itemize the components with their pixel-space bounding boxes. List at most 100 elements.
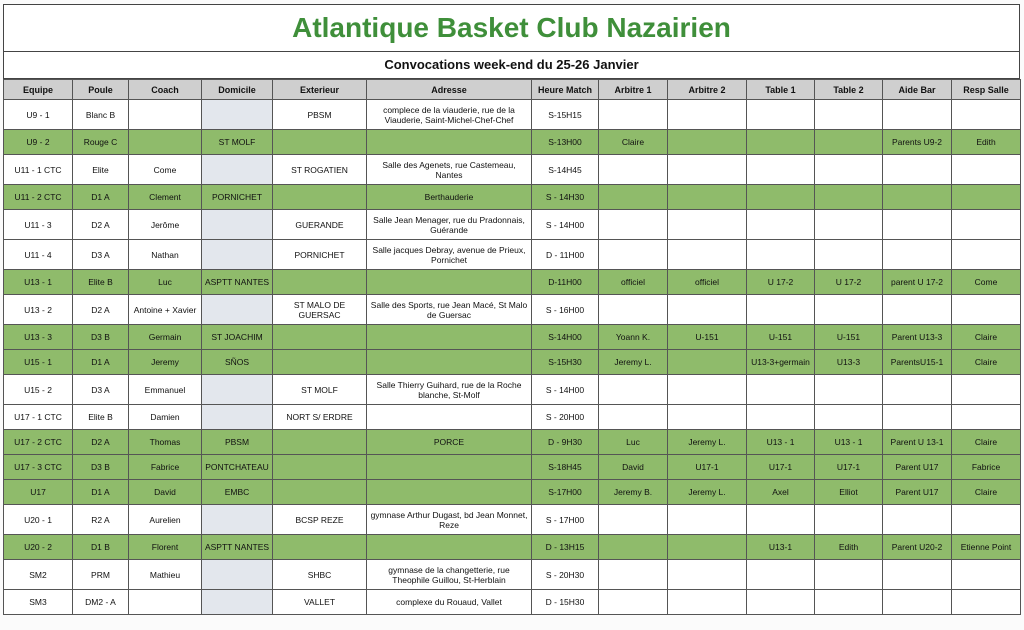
- table-cell: Axel: [746, 479, 815, 505]
- table-row: U17 - 1 CTC Elite B Damien NORT S/ ERDRE S -…: [3, 404, 1021, 430]
- empty-cell: [746, 99, 815, 130]
- empty-cell: [746, 239, 815, 270]
- table-cell: Thomas: [128, 429, 202, 455]
- table-cell: ST ROGATIEN: [272, 154, 367, 185]
- table-cell: Antoine + Xavier: [128, 294, 202, 325]
- empty-cell: [201, 589, 273, 615]
- empty-cell: [598, 534, 668, 560]
- table-cell: S - 14H00: [531, 209, 599, 240]
- table-cell: complexe du Rouaud, Vallet: [366, 589, 532, 615]
- table-row: U15 - 2 D3 A Emmanuel ST MOLF Salle Thierry …: [3, 374, 1021, 405]
- table-cell: Claire: [951, 349, 1021, 375]
- table-cell: Parent U13-3: [882, 324, 952, 350]
- convocation-table: Equipe Poule Coach Domicile Exterieur Adresse…: [3, 79, 1021, 615]
- empty-cell: [746, 129, 815, 155]
- table-cell: Jeremy: [128, 349, 202, 375]
- table-cell: U11 - 4: [3, 239, 73, 270]
- column-header: Aide Bar: [882, 79, 952, 100]
- table-cell: PORNICHET: [201, 184, 273, 210]
- table-row: U17 - 2 CTC D2 A Thomas PBSM PORCE D - 9H30 Lu…: [3, 429, 1021, 455]
- table-cell: ASPTT NANTES: [201, 269, 273, 295]
- empty-cell: [746, 294, 815, 325]
- table-cell: Jeremy B.: [598, 479, 668, 505]
- table-cell: PORCE: [366, 429, 532, 455]
- table-cell: S - 14H30: [531, 184, 599, 210]
- column-header: Equipe: [3, 79, 73, 100]
- empty-cell: [366, 129, 532, 155]
- empty-cell: [272, 429, 367, 455]
- empty-cell: [128, 589, 202, 615]
- empty-cell: [272, 269, 367, 295]
- empty-cell: [667, 504, 747, 535]
- table-row: U20 - 2 D1 B Florent ASPTT NANTES D - 13H15 U…: [3, 534, 1021, 560]
- table-cell: Parent U17: [882, 454, 952, 480]
- table-row: U11 - 4 D3 A Nathan PORNICHET Salle jacques …: [3, 239, 1021, 270]
- table-cell: ASPTT NANTES: [201, 534, 273, 560]
- empty-cell: [951, 294, 1021, 325]
- table-cell: S - 17H00: [531, 504, 599, 535]
- table-cell: Berthauderie: [366, 184, 532, 210]
- empty-cell: [667, 294, 747, 325]
- empty-cell: [366, 269, 532, 295]
- table-cell: DM2 - A: [72, 589, 129, 615]
- column-header: Arbitre 1: [598, 79, 668, 100]
- empty-cell: [951, 239, 1021, 270]
- table-cell: Elliot: [814, 479, 883, 505]
- empty-cell: [746, 154, 815, 185]
- table-cell: Etienne Point: [951, 534, 1021, 560]
- table-cell: U13 - 2: [3, 294, 73, 325]
- table-cell: U13 - 3: [3, 324, 73, 350]
- table-cell: Florent: [128, 534, 202, 560]
- table-cell: S-15H15: [531, 99, 599, 130]
- empty-cell: [272, 184, 367, 210]
- empty-cell: [882, 504, 952, 535]
- table-cell: S - 14H00: [531, 374, 599, 405]
- table-cell: U17 - 1 CTC: [3, 404, 73, 430]
- empty-cell: [598, 154, 668, 185]
- table-row: SM2 PRM Mathieu SHBC gymnase de la changette…: [3, 559, 1021, 590]
- table-cell: D3 A: [72, 239, 129, 270]
- table-cell: Jerôme: [128, 209, 202, 240]
- empty-cell: [951, 99, 1021, 130]
- column-header: Table 1: [746, 79, 815, 100]
- empty-cell: [746, 374, 815, 405]
- empty-cell: [951, 374, 1021, 405]
- table-row: U9 - 1 Blanc B PBSM complece de la viauderi…: [3, 99, 1021, 130]
- table-cell: Come: [951, 269, 1021, 295]
- sheet: Atlantique Basket Club Nazairien Convoca…: [3, 4, 1021, 615]
- empty-cell: [667, 239, 747, 270]
- table-cell: officiel: [598, 269, 668, 295]
- table-cell: SM2: [3, 559, 73, 590]
- table-row: U17 - 3 CTC D3 B Fabrice PONTCHATEAU S-18H45…: [3, 454, 1021, 480]
- empty-cell: [882, 589, 952, 615]
- table-row: U17 D1 A David EMBC S-17H00 Jeremy B. Jeremy L…: [3, 479, 1021, 505]
- empty-cell: [814, 559, 883, 590]
- table-cell: Parent U 13-1: [882, 429, 952, 455]
- table-row: U13 - 3 D3 B Germain ST JOACHIM S-14H00 Yoann…: [3, 324, 1021, 350]
- table-cell: David: [128, 479, 202, 505]
- table-cell: Edith: [814, 534, 883, 560]
- table-cell: Emmanuel: [128, 374, 202, 405]
- table-cell: ParentsU15-1: [882, 349, 952, 375]
- table-cell: ST JOACHIM: [201, 324, 273, 350]
- empty-cell: [366, 479, 532, 505]
- empty-cell: [951, 154, 1021, 185]
- table-cell: NORT S/ ERDRE: [272, 404, 367, 430]
- table-body: U9 - 1 Blanc B PBSM complece de la viauderi…: [3, 99, 1021, 615]
- table-row: U13 - 2 D2 A Antoine + Xavier ST MALO DE GU…: [3, 294, 1021, 325]
- table-cell: PBSM: [272, 99, 367, 130]
- empty-cell: [882, 184, 952, 210]
- empty-cell: [814, 294, 883, 325]
- empty-cell: [366, 534, 532, 560]
- empty-cell: [272, 129, 367, 155]
- table-cell: officiel: [667, 269, 747, 295]
- empty-cell: [598, 404, 668, 430]
- empty-cell: [667, 99, 747, 130]
- table-cell: U11 - 3: [3, 209, 73, 240]
- empty-cell: [951, 184, 1021, 210]
- table-cell: VALLET: [272, 589, 367, 615]
- empty-cell: [667, 209, 747, 240]
- empty-cell: [272, 534, 367, 560]
- empty-cell: [814, 184, 883, 210]
